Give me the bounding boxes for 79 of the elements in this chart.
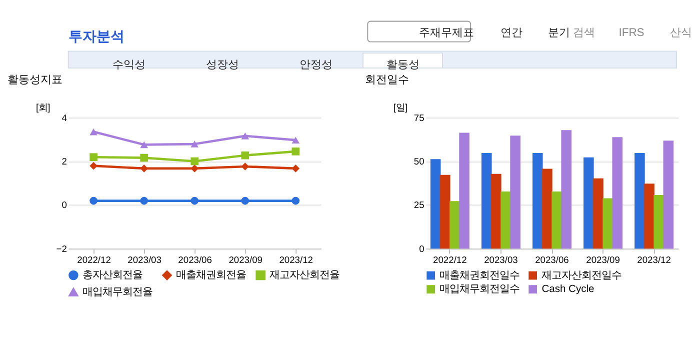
bar [481, 153, 492, 249]
point [90, 196, 98, 205]
legend-label: 총자산회전율 [82, 270, 142, 282]
y-tick-label: 50 [414, 156, 424, 167]
y-tick-label: −2 [56, 244, 67, 254]
x-tick-label: 2023/09 [586, 255, 620, 266]
legend-label: 재고자산회전일수 [542, 270, 622, 282]
text: 투자분석 [68, 28, 124, 44]
legend-label: 매출채권회전일수 [440, 270, 520, 282]
y-axis-title: [일] [393, 102, 408, 113]
y-tick-label: 0 [62, 200, 67, 210]
point [190, 196, 199, 205]
y-tick-label: 0 [419, 244, 424, 254]
y-axis-title: [회] [36, 102, 50, 113]
y-tick-label: 25 [414, 200, 424, 210]
x-tick-label: 2023/12 [279, 255, 313, 266]
chart-title: 활동성지표 [7, 74, 62, 86]
bar [561, 130, 572, 249]
point [140, 154, 148, 162]
bar [584, 157, 594, 249]
text: 산식 [670, 27, 692, 40]
text: IFRS [618, 27, 644, 40]
point [140, 196, 148, 205]
bar [500, 191, 511, 249]
point [90, 128, 98, 136]
bar [593, 178, 604, 249]
point [292, 148, 300, 156]
point [292, 136, 300, 144]
bar [602, 198, 613, 249]
x-tick-label: 2023/12 [637, 255, 671, 266]
bar [612, 137, 623, 249]
text: 검색 [572, 27, 595, 40]
chart-title: 회전일수 [364, 74, 409, 86]
text: 주재무제표 [419, 27, 474, 40]
point [90, 153, 98, 162]
x-tick-label: 2023/03 [484, 255, 518, 266]
bar [634, 153, 645, 249]
bar [491, 174, 502, 249]
point [241, 151, 250, 160]
bar [552, 191, 562, 249]
legend-label: Cash Cycle [542, 284, 595, 296]
point [140, 164, 148, 172]
point [190, 140, 199, 148]
text: 안정성 [300, 59, 333, 72]
bar [430, 159, 441, 249]
legend-label: 매출채권회전율 [176, 270, 246, 282]
y-tick-label: 75 [414, 112, 424, 123]
x-tick-label: 2023/09 [228, 255, 262, 266]
text: 활동성 [386, 59, 420, 72]
text: 성장성 [206, 59, 240, 72]
bar [654, 194, 664, 249]
text: 연간 [500, 27, 523, 40]
bar [450, 201, 460, 249]
x-tick-label: 2023/03 [128, 255, 162, 266]
y-tick-label: 2 [62, 156, 67, 167]
x-tick-label: 2022/12 [433, 255, 467, 266]
point [140, 141, 148, 148]
bar [510, 136, 520, 249]
point [190, 157, 199, 166]
bar [459, 132, 470, 249]
legend-label: 재고자산회전율 [269, 270, 340, 282]
x-tick-label: 2022/12 [77, 255, 111, 266]
point [292, 164, 300, 172]
text: 수익성 [112, 59, 146, 72]
legend-label: 매입채무회전일수 [440, 284, 520, 296]
x-tick-label: 2023/06 [178, 255, 212, 266]
bar [644, 184, 654, 249]
point [241, 196, 250, 205]
point [241, 132, 250, 140]
text: 분기 [548, 27, 570, 40]
point [90, 162, 98, 170]
legend-label: 매입채무회전율 [82, 286, 152, 298]
y-tick-label: 4 [62, 112, 67, 123]
bar [532, 153, 543, 249]
bar [542, 168, 552, 249]
x-tick-label: 2023/06 [535, 255, 569, 266]
bar [440, 174, 450, 249]
point [292, 196, 300, 205]
bar [663, 140, 674, 249]
